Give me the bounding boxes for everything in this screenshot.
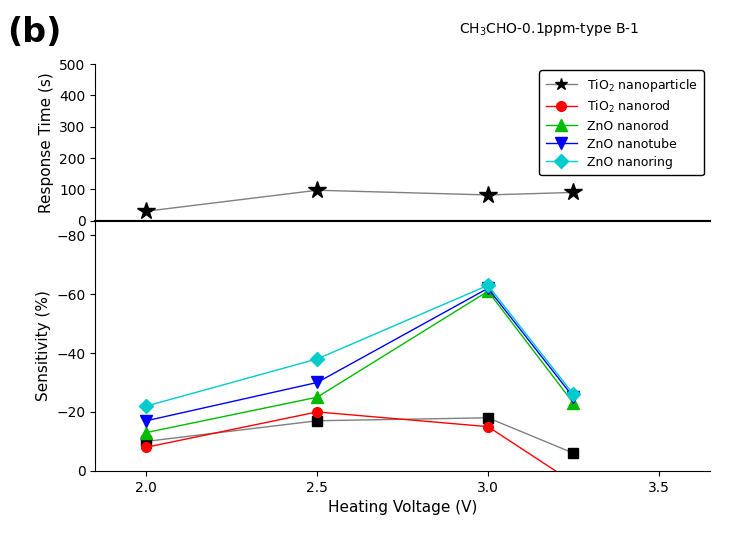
X-axis label: Heating Voltage (V): Heating Voltage (V) xyxy=(328,500,477,515)
Text: (b): (b) xyxy=(7,16,61,49)
Text: CH$_3$CHO-0.1ppm-type B-1: CH$_3$CHO-0.1ppm-type B-1 xyxy=(459,21,639,39)
Y-axis label: Response Time (s): Response Time (s) xyxy=(39,72,53,213)
Legend: TiO$_2$ nanoparticle, TiO$_2$ nanorod, ZnO nanorod, ZnO nanotube, ZnO nanoring: TiO$_2$ nanoparticle, TiO$_2$ nanorod, Z… xyxy=(539,71,703,175)
Y-axis label: Sensitivity (%): Sensitivity (%) xyxy=(36,291,51,401)
